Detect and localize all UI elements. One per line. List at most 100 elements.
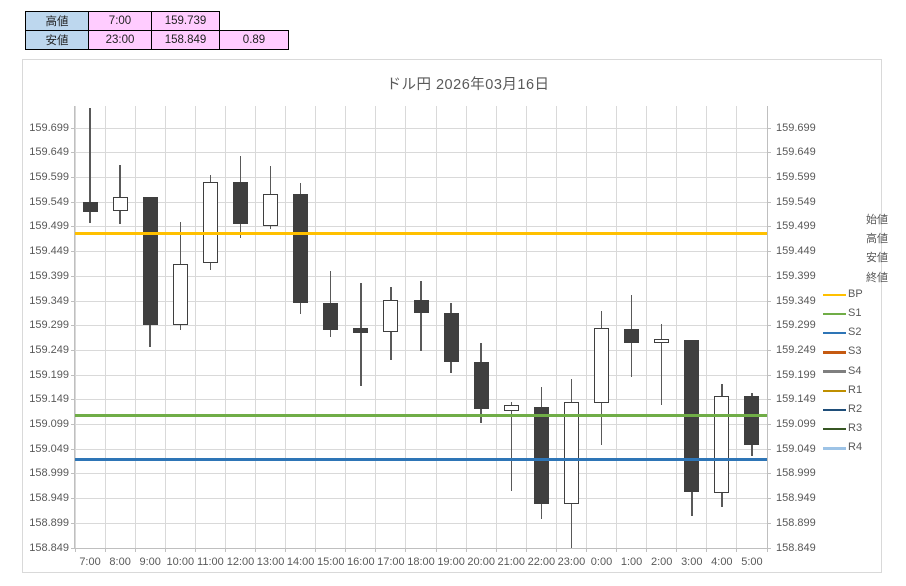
summary-row-low: 安値 23:00 158.849 0.89 <box>25 30 289 50</box>
candle-body[interactable] <box>82 201 98 213</box>
legend-item-S1[interactable]: S1 <box>848 307 862 319</box>
x-tick <box>465 548 467 552</box>
legend-item-終値[interactable]: 終値 <box>866 271 888 284</box>
y-tick-left <box>71 374 75 376</box>
candle-body[interactable] <box>202 181 218 264</box>
candle-wick <box>360 282 362 386</box>
x-axis-label: 13:00 <box>256 556 285 568</box>
legend-swatch-S1 <box>823 312 846 316</box>
y-gridline <box>75 251 767 253</box>
y-axis-label-left: 159.199 <box>29 368 69 381</box>
x-gridline <box>224 106 226 548</box>
y-gridline <box>75 374 767 376</box>
legend-item-BP[interactable]: BP <box>848 287 863 300</box>
candle-body[interactable] <box>563 401 579 504</box>
legend-item-R4[interactable]: R4 <box>848 441 863 454</box>
legend-item-S2[interactable]: S2 <box>848 326 862 339</box>
legend-swatch-R2 <box>823 408 846 412</box>
legend-item-高値[interactable]: 高値 <box>866 233 888 246</box>
x-gridline <box>495 106 497 548</box>
candle-body[interactable] <box>413 300 429 313</box>
candle-body[interactable] <box>353 328 369 333</box>
y-gridline <box>75 399 767 401</box>
legend-swatch-S3 <box>823 351 846 354</box>
pivot-line-BP <box>75 231 767 235</box>
high-value-cell[interactable]: 159.739 <box>151 11 220 31</box>
y-tick-right <box>767 201 771 203</box>
x-axis-label: 7:00 <box>79 556 101 568</box>
x-gridline <box>525 106 527 548</box>
legend-item-安値[interactable]: 安値 <box>866 252 888 265</box>
x-tick <box>706 548 708 552</box>
y-axis-label-left: 159.649 <box>29 146 69 159</box>
low-label-cell[interactable]: 安値 <box>25 30 89 50</box>
low-value-cell[interactable]: 158.849 <box>151 30 220 50</box>
legend-swatch-BP <box>823 293 846 297</box>
legend-swatch-R1 <box>823 389 846 393</box>
candle-body[interactable] <box>533 406 549 505</box>
y-tick-right <box>767 522 771 524</box>
x-tick <box>255 548 257 552</box>
y-tick-right <box>767 448 771 450</box>
y-tick-left <box>71 547 75 549</box>
pivot-line-S2 <box>75 458 767 462</box>
legend-item-S4[interactable]: S4 <box>848 364 862 377</box>
x-gridline <box>616 106 618 548</box>
candle-body[interactable] <box>142 196 158 325</box>
x-tick <box>315 548 317 552</box>
candle-body[interactable] <box>263 194 279 227</box>
y-axis-label-left: 159.549 <box>29 195 69 208</box>
candle-body[interactable] <box>594 327 610 403</box>
candle-body[interactable] <box>172 264 188 326</box>
y-axis-label-left: 159.399 <box>29 269 69 282</box>
y-tick-left <box>71 325 75 327</box>
y-axis-label-right: 159.049 <box>776 442 816 455</box>
legend-item-S3[interactable]: S3 <box>848 345 862 358</box>
x-tick <box>555 548 557 552</box>
y-axis-label-left: 158.949 <box>29 492 69 505</box>
x-tick <box>194 548 196 552</box>
high-time-cell[interactable]: 7:00 <box>88 11 152 31</box>
candle-body[interactable] <box>232 181 248 225</box>
legend-item-始値[interactable]: 始値 <box>866 214 888 226</box>
x-gridline <box>255 106 257 548</box>
x-gridline <box>345 106 347 548</box>
x-axis-label: 23:00 <box>557 556 586 568</box>
range-value-cell[interactable]: 0.89 <box>219 30 289 50</box>
candle-body[interactable] <box>293 194 309 304</box>
x-axis-label: 1:00 <box>620 556 643 568</box>
candle-body[interactable] <box>624 328 640 343</box>
candle-body[interactable] <box>112 196 128 212</box>
x-axis-label: 14:00 <box>286 556 315 568</box>
y-axis-label-right: 159.249 <box>776 343 816 356</box>
y-tick-left <box>71 177 75 179</box>
candle-body[interactable] <box>503 404 519 411</box>
y-tick-left <box>71 522 75 524</box>
x-gridline <box>736 106 738 548</box>
x-gridline <box>285 106 287 548</box>
y-gridline <box>75 448 767 450</box>
summary-table: 高値 7:00 159.739 安値 23:00 158.849 0.89 <box>25 11 289 50</box>
candlestick-chart[interactable]: ドル円 2026年03月16日 159.699 159.699 159.649 159… <box>22 59 888 573</box>
x-tick <box>285 548 287 552</box>
candle-body[interactable] <box>473 361 489 410</box>
y-axis-label-right: 159.349 <box>776 294 816 307</box>
high-label-cell[interactable]: 高値 <box>25 11 89 31</box>
y-axis-label-left: 159.099 <box>29 418 69 431</box>
candle-body[interactable] <box>744 395 760 445</box>
x-gridline <box>585 106 587 548</box>
x-tick <box>646 548 648 552</box>
candle-wick <box>510 401 512 491</box>
candle-body[interactable] <box>383 300 399 333</box>
candle-body[interactable] <box>323 303 339 330</box>
y-axis-label-right: 159.499 <box>776 220 816 233</box>
candle-body[interactable] <box>714 395 730 493</box>
x-tick <box>525 548 527 552</box>
x-gridline <box>134 106 136 548</box>
low-time-cell[interactable]: 23:00 <box>88 30 152 50</box>
legend-item-R3[interactable]: R3 <box>848 422 863 435</box>
legend-item-R1[interactable]: R1 <box>848 383 863 396</box>
candle-body[interactable] <box>654 339 670 343</box>
legend-item-R2[interactable]: R2 <box>848 403 863 415</box>
candle-body[interactable] <box>443 312 459 362</box>
